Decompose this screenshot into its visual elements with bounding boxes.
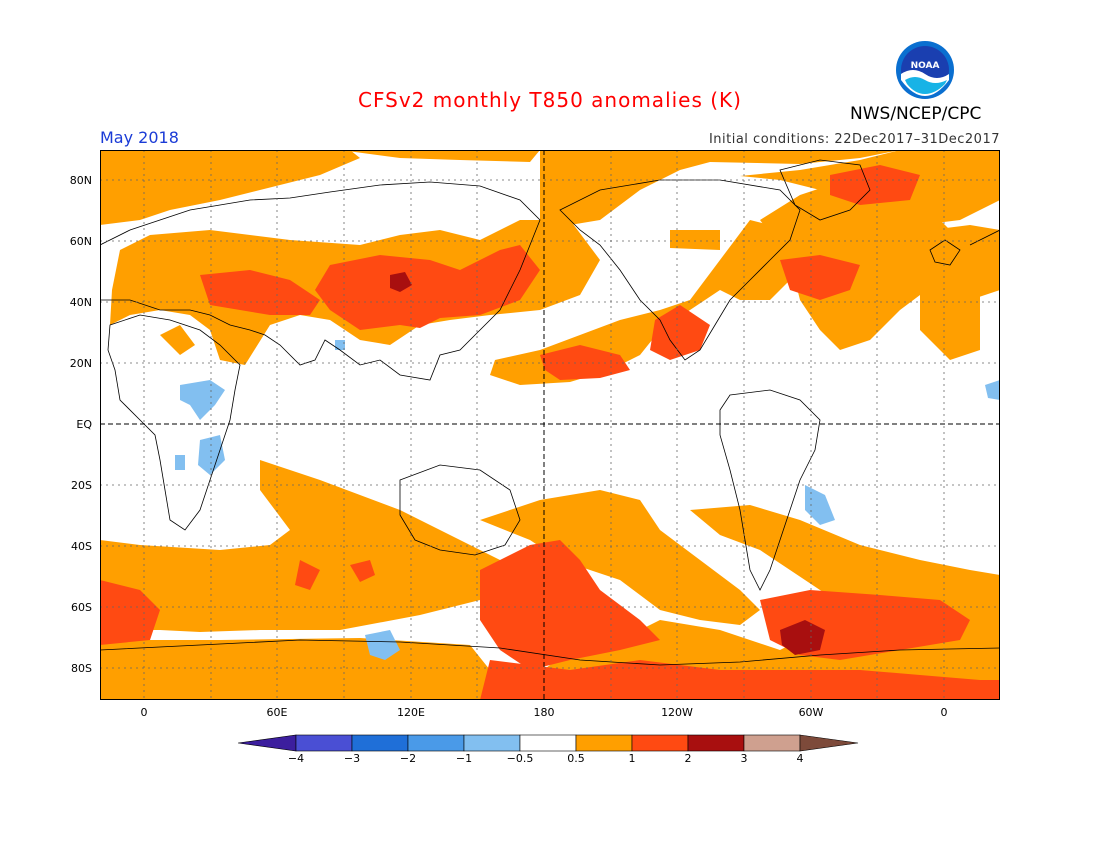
lon-label-60e: 60E bbox=[266, 706, 288, 719]
anomaly-weak-cool bbox=[175, 340, 1000, 660]
lat-label-20n: 20N bbox=[69, 357, 92, 370]
lat-label-80n: 80N bbox=[69, 174, 92, 187]
agency-label: NWS/NCEP/CPC bbox=[850, 104, 982, 124]
colorbar-swatch-3-4 bbox=[743, 734, 801, 752]
anomaly-moderate-warm bbox=[100, 165, 1000, 700]
valid-month: May 2018 bbox=[100, 128, 179, 147]
colorbar-label-minus2: −2 bbox=[399, 752, 417, 765]
colorbar-label-minus3: −3 bbox=[343, 752, 361, 765]
anomaly-strong-warm bbox=[390, 272, 825, 655]
colorbar-swatch-4-3 bbox=[295, 734, 353, 752]
noaa-logo-text: NOAA bbox=[911, 61, 940, 71]
colorbar-label-minus05: −0.5 bbox=[506, 752, 534, 765]
colorbar-label-2: 2 bbox=[684, 752, 692, 765]
lat-label-40s: 40S bbox=[71, 540, 92, 553]
colorbar-swatch-2-3 bbox=[687, 734, 745, 752]
colorbar-label-3: 3 bbox=[740, 752, 748, 765]
lon-label-120e: 120E bbox=[397, 706, 425, 719]
lon-label-0: 0 bbox=[140, 706, 148, 719]
initial-conditions: Initial conditions: 22Dec2017–31Dec2017 bbox=[708, 132, 1000, 147]
lat-label-40n: 40N bbox=[69, 296, 92, 309]
lat-label-60s: 60S bbox=[71, 601, 92, 614]
colorbar-label-1: 1 bbox=[628, 752, 636, 765]
colorbar-swatch-05-1 bbox=[575, 734, 633, 752]
colorbar-swatch-lt-4 bbox=[237, 734, 297, 752]
colorbar-label-minus4: −4 bbox=[287, 752, 305, 765]
lat-label-20s: 20S bbox=[71, 479, 92, 492]
colorbar-label-05: 0.5 bbox=[567, 752, 585, 765]
lon-label-180: 180 bbox=[533, 706, 555, 719]
map-title: CFSv2 monthly T850 anomalies (K) bbox=[358, 88, 742, 112]
lon-label-0-east: 0 bbox=[940, 706, 948, 719]
colorbar bbox=[237, 734, 864, 756]
lon-label-60w: 60W bbox=[798, 706, 824, 719]
colorbar-label-4: 4 bbox=[796, 752, 804, 765]
lat-label-80s: 80S bbox=[71, 662, 92, 675]
lon-label-120w: 120W bbox=[661, 706, 693, 719]
coastlines bbox=[100, 159, 1000, 666]
lat-label-60n: 60N bbox=[69, 235, 92, 248]
colorbar-swatch-neutral bbox=[519, 734, 577, 752]
colorbar-swatch-1-2 bbox=[631, 734, 689, 752]
lat-label-eq: EQ bbox=[76, 418, 92, 431]
colorbar-label-minus1: −1 bbox=[455, 752, 473, 765]
noaa-logo-icon: NOAA bbox=[895, 40, 955, 104]
colorbar-swatch-1-05 bbox=[463, 734, 521, 752]
graticule bbox=[100, 150, 1000, 700]
colorbar-swatch-gt-4 bbox=[799, 734, 859, 752]
anomaly-map bbox=[100, 150, 1000, 706]
colorbar-swatch-2-1 bbox=[407, 734, 465, 752]
colorbar-swatch-3-2 bbox=[351, 734, 409, 752]
